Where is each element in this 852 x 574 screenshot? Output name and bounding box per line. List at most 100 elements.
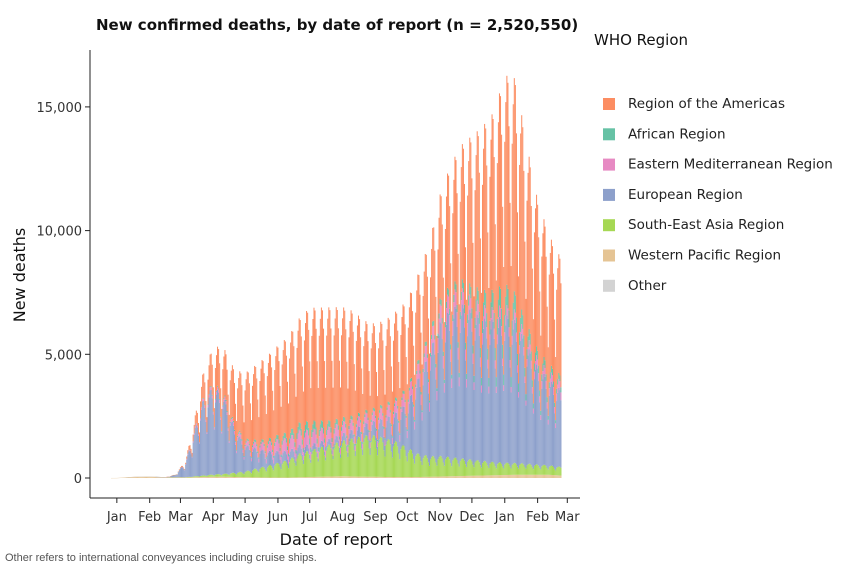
bar-segment bbox=[298, 422, 300, 430]
bar-segment bbox=[462, 292, 464, 309]
bar-segment bbox=[363, 346, 365, 422]
y-tick-label: 5,000 bbox=[45, 348, 82, 363]
bar-segment bbox=[470, 313, 472, 460]
bar-segment bbox=[252, 385, 254, 446]
bar-segment bbox=[278, 443, 280, 455]
bar-segment bbox=[209, 390, 211, 475]
bar-segment bbox=[465, 360, 467, 465]
bar-segment bbox=[276, 346, 278, 435]
bar-segment bbox=[536, 346, 538, 356]
bar-segment bbox=[261, 466, 263, 478]
bar-segment bbox=[202, 477, 204, 478]
bar-segment bbox=[463, 313, 465, 328]
bar-segment bbox=[368, 432, 370, 440]
bar-segment bbox=[479, 475, 481, 478]
bar-segment bbox=[283, 460, 285, 478]
bar-segment bbox=[389, 444, 391, 478]
bar-segment bbox=[546, 397, 548, 403]
bar-segment bbox=[466, 387, 468, 467]
bar-segment bbox=[282, 350, 284, 436]
bar-segment bbox=[537, 368, 539, 465]
x-tick-label: Mar bbox=[168, 510, 193, 525]
bar-segment bbox=[559, 258, 561, 376]
bar-segment bbox=[319, 476, 321, 478]
bar-segment bbox=[254, 468, 256, 478]
legend-swatch bbox=[603, 249, 615, 262]
bar-segment bbox=[298, 477, 300, 478]
bar-segment bbox=[200, 477, 202, 478]
bar-segment bbox=[253, 443, 255, 450]
bar-segment bbox=[338, 439, 340, 448]
bar-segment bbox=[326, 435, 328, 446]
bar-segment bbox=[551, 465, 553, 476]
bar-segment bbox=[212, 476, 214, 478]
bar-segment bbox=[377, 396, 379, 440]
bar-segment bbox=[321, 428, 323, 442]
bar-segment bbox=[312, 432, 314, 446]
bar-segment bbox=[401, 316, 403, 398]
bar-segment bbox=[452, 460, 454, 477]
bar-segment bbox=[497, 475, 499, 478]
bar-segment bbox=[415, 399, 417, 457]
bar-segment bbox=[363, 432, 365, 443]
bar-segment bbox=[456, 476, 458, 478]
bar-segment bbox=[306, 421, 308, 430]
bar-segment bbox=[196, 477, 198, 478]
bar-segment bbox=[430, 370, 432, 460]
bar-segment bbox=[356, 417, 358, 421]
bar-segment bbox=[288, 453, 290, 457]
bar-segment bbox=[191, 457, 193, 477]
bar-segment bbox=[142, 476, 144, 478]
bar-segment bbox=[279, 466, 281, 478]
bar-segment bbox=[168, 476, 170, 478]
bar-segment bbox=[371, 412, 373, 416]
bar-segment bbox=[249, 452, 251, 457]
bar-segment bbox=[213, 476, 215, 478]
bar-segment bbox=[335, 307, 337, 419]
bar-segment bbox=[509, 202, 511, 347]
legend-swatch bbox=[603, 98, 615, 110]
bar-segment bbox=[317, 447, 319, 452]
bar-segment bbox=[241, 444, 243, 473]
bar-segment bbox=[226, 414, 228, 474]
bar-segment bbox=[178, 477, 180, 478]
bar-segment bbox=[218, 389, 220, 393]
bar-segment bbox=[397, 408, 399, 420]
bar-segment bbox=[408, 477, 410, 478]
bar-segment bbox=[477, 475, 479, 478]
bar-segment bbox=[327, 447, 329, 477]
bar-segment bbox=[348, 425, 350, 430]
bar-segment bbox=[413, 459, 415, 478]
bar-segment bbox=[369, 442, 371, 448]
bar-segment bbox=[485, 321, 487, 462]
bar-segment bbox=[497, 122, 499, 300]
bar-segment bbox=[290, 451, 292, 460]
bar-segment bbox=[260, 441, 262, 445]
bar-segment bbox=[354, 390, 356, 444]
bar-segment bbox=[487, 368, 489, 466]
bar-segment bbox=[433, 342, 435, 457]
bar-segment bbox=[355, 443, 357, 477]
bar-segment bbox=[504, 332, 506, 341]
bar-segment bbox=[360, 419, 362, 423]
bar-segment bbox=[402, 390, 404, 394]
bar-segment bbox=[222, 369, 224, 406]
bar-segment bbox=[220, 419, 222, 475]
bar-segment bbox=[455, 160, 457, 285]
bar-segment bbox=[211, 474, 213, 477]
bar-segment bbox=[299, 477, 301, 478]
bar-segment bbox=[498, 316, 500, 463]
bar-segment bbox=[228, 442, 230, 475]
bar-segment bbox=[297, 426, 299, 434]
bar-segment bbox=[526, 366, 528, 466]
bar-segment bbox=[459, 461, 461, 477]
bar-segment bbox=[384, 456, 386, 477]
bar-segment bbox=[202, 475, 204, 478]
bar-segment bbox=[536, 364, 538, 465]
bar-segment bbox=[518, 468, 520, 475]
bar-segment bbox=[344, 421, 346, 434]
bar-segment bbox=[307, 421, 309, 431]
bar-segment bbox=[244, 477, 246, 478]
bar-segment bbox=[398, 361, 400, 421]
bar-segment bbox=[373, 421, 375, 436]
